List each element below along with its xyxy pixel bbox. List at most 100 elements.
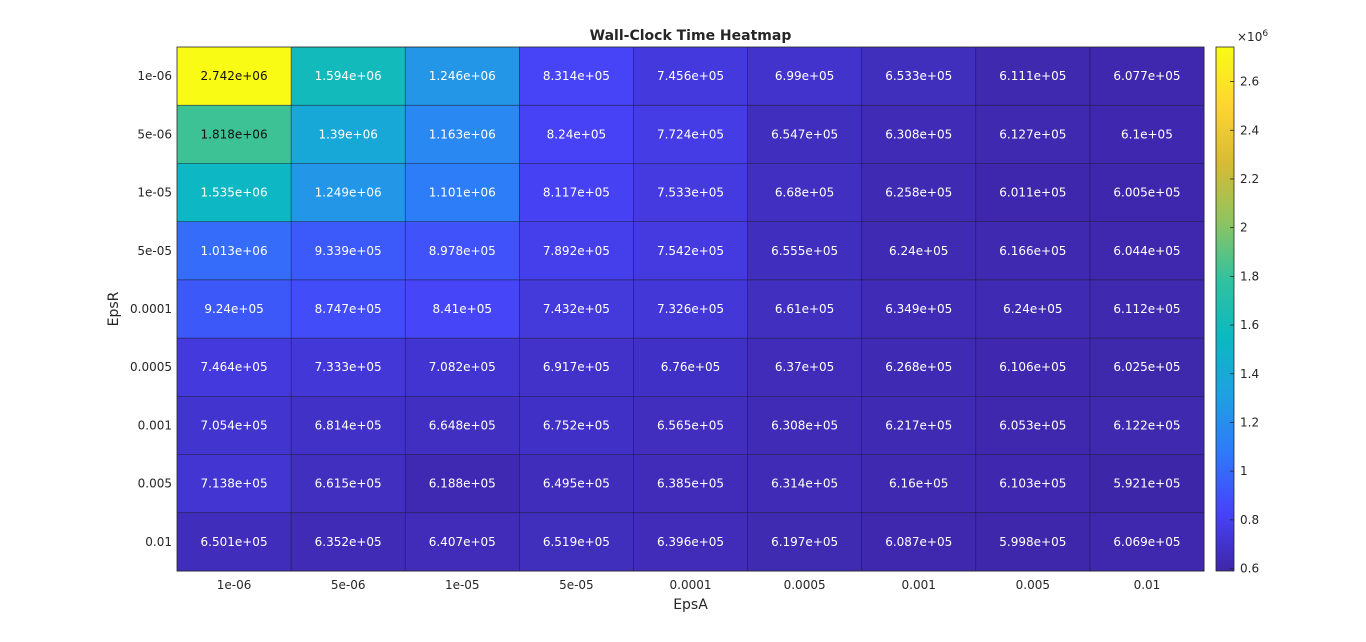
cell-value-label: 6.752e+05 [543, 418, 610, 432]
y-tick-label: 0.001 [138, 418, 172, 432]
cell-value-label: 7.542e+05 [657, 244, 724, 258]
cell-value-label: 6.61e+05 [775, 302, 834, 316]
cell-value-label: 6.533e+05 [885, 69, 952, 83]
cell-value-label: 5.998e+05 [999, 535, 1066, 549]
cell-value-label: 6.24e+05 [889, 244, 948, 258]
cell-value-label: 1.594e+06 [315, 69, 382, 83]
cell-value-label: 6.99e+05 [775, 69, 834, 83]
heatmap-cell [405, 47, 520, 106]
heatmap-cell [975, 105, 1091, 164]
y-tick-label: 0.005 [138, 477, 172, 491]
heatmap-cell [1089, 279, 1205, 339]
y-tick-label: 5e-06 [137, 127, 172, 141]
cell-value-label: 1.163e+06 [429, 127, 496, 141]
colorbar-multiplier: ×106 [1237, 29, 1268, 44]
heatmap-cell [291, 454, 406, 514]
x-axis-ticks: 1e-06 5e-06 1e-05 5e-05 0.0001 0.0005 0.001 0.0… [217, 578, 1161, 592]
cell-value-label: 6.565e+05 [657, 418, 724, 432]
heatmap-cell [747, 512, 863, 572]
heatmap-cell [975, 163, 1091, 223]
cell-value-label: 7.432e+05 [543, 302, 610, 316]
cell-value-label: 6.16e+05 [889, 477, 948, 491]
x-tick-label: 0.005 [1016, 578, 1050, 592]
cell-value-label: 8.314e+05 [543, 69, 610, 83]
heatmap-cell [177, 47, 292, 106]
x-tick-label: 1e-05 [445, 578, 480, 592]
heatmap-cell [747, 396, 863, 456]
cell-value-label: 1.249e+06 [315, 186, 382, 200]
heatmap-cell [291, 396, 406, 456]
cell-value-label: 8.978e+05 [429, 244, 496, 258]
cell-value-label: 6.011e+05 [999, 186, 1066, 200]
heatmap-cell [291, 338, 406, 397]
cell-value-label: 6.111e+05 [999, 69, 1066, 83]
heatmap-cell [519, 512, 634, 572]
cell-value-label: 6.76e+05 [661, 360, 720, 374]
colorbar-tick-label: 2.2 [1240, 172, 1259, 186]
heatmap-cell [1089, 454, 1205, 514]
cell-value-label: 6.268e+05 [885, 360, 952, 374]
plot-frame [176, 46, 1205, 572]
cell-value-label: 6.044e+05 [1113, 244, 1180, 258]
heatmap-cell [747, 221, 863, 281]
heatmap-cell [633, 221, 749, 281]
heatmap-cell [405, 338, 520, 397]
heatmap-cell [1089, 512, 1205, 572]
x-tick-label: 1e-06 [217, 578, 252, 592]
heatmap-cell [177, 163, 292, 223]
heatmap-cell [747, 105, 863, 164]
x-axis-label: EpsA [673, 597, 708, 613]
heatmap-cell [633, 279, 749, 339]
cell-value-label: 1.535e+06 [201, 186, 268, 200]
cell-value-label: 6.349e+05 [885, 302, 952, 316]
cell-value-label: 7.456e+05 [657, 69, 724, 83]
chart-title: Wall-Clock Time Heatmap [590, 28, 792, 44]
heatmap-cell [747, 279, 863, 339]
heatmap-cell [1089, 105, 1205, 164]
y-axis-label: EpsR [106, 291, 122, 326]
x-tick-label: 5e-06 [331, 578, 366, 592]
heatmap-cell [177, 279, 292, 339]
cell-value-label: 6.025e+05 [1113, 360, 1180, 374]
colorbar-tick-label: 2.6 [1240, 75, 1259, 89]
cell-value-label: 1.246e+06 [429, 69, 496, 83]
heatmap-cell [405, 512, 520, 572]
colorbar-tick-label: 2 [1240, 221, 1248, 235]
heatmap-cell [519, 454, 634, 514]
heatmap-cell [861, 454, 977, 514]
heatmap-cell [291, 47, 406, 106]
colorbar-tick-label: 1 [1240, 464, 1248, 478]
heatmap-cell [519, 47, 634, 106]
heatmap-cell [1089, 396, 1205, 456]
cell-value-label: 6.308e+05 [771, 418, 838, 432]
cell-value-label: 6.615e+05 [315, 477, 382, 491]
heatmap-cell [405, 163, 520, 223]
heatmap-cell [177, 512, 292, 572]
cell-value-label: 6.217e+05 [885, 418, 952, 432]
heatmap-cell [519, 396, 634, 456]
heatmap-cell [633, 47, 749, 106]
cell-value-label: 8.117e+05 [543, 186, 610, 200]
heatmap-cell [861, 512, 977, 572]
heatmap-cell [747, 454, 863, 514]
heatmap-cell [1089, 338, 1205, 397]
heatmap-cell [633, 454, 749, 514]
heatmap-cell [177, 338, 292, 397]
heatmap-cell [861, 338, 977, 397]
heatmap-cell [975, 279, 1091, 339]
heatmap-cell [405, 279, 520, 339]
heatmap-cell [405, 221, 520, 281]
heatmap-cell [291, 512, 406, 572]
cell-value-label: 6.188e+05 [429, 477, 496, 491]
cell-value-label: 6.555e+05 [771, 244, 838, 258]
cell-value-label: 6.077e+05 [1113, 69, 1180, 83]
heatmap-cell [1089, 47, 1205, 106]
heatmap-cell [291, 221, 406, 281]
colorbar-multiplier-base: ×10 [1237, 30, 1262, 44]
colorbar-tick-label: 1.4 [1240, 367, 1259, 381]
cell-value-label: 6.519e+05 [543, 535, 610, 549]
cell-value-label: 6.308e+05 [885, 127, 952, 141]
cell-value-label: 7.464e+05 [201, 360, 268, 374]
colorbar-gradient [1215, 46, 1235, 572]
